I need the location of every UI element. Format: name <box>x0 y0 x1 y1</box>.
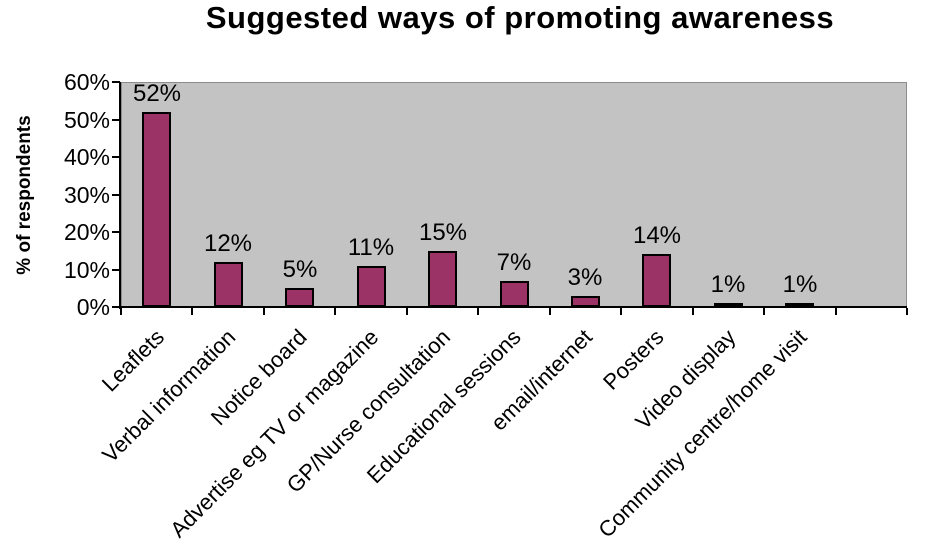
x-tick <box>406 308 408 315</box>
y-tick-label: 50% <box>63 106 110 133</box>
y-tick <box>112 306 120 308</box>
x-tick <box>334 308 336 315</box>
y-tick <box>112 156 120 158</box>
bar-value-label: 52% <box>132 80 182 107</box>
x-tick <box>477 308 479 315</box>
bar <box>285 288 314 307</box>
chart-title: Suggested ways of promoting awareness <box>205 0 835 35</box>
y-tick-label: 0% <box>76 294 110 320</box>
x-category-label: Leaflets <box>96 324 169 397</box>
bar <box>428 251 457 307</box>
bar <box>642 254 671 307</box>
x-tick <box>906 308 908 315</box>
bar <box>214 262 243 307</box>
bar <box>571 296 600 307</box>
bar-value-label: 1% <box>710 271 746 298</box>
bar-value-label: 1% <box>782 271 818 298</box>
y-tick-label: 20% <box>63 219 110 245</box>
bar <box>714 303 743 307</box>
bar-value-label: 5% <box>282 256 318 283</box>
bar-value-label: 15% <box>418 219 468 246</box>
x-category-label: Verbal information <box>96 324 240 468</box>
y-tick-label: 60% <box>63 69 110 95</box>
y-axis-line <box>119 82 121 309</box>
bar-value-label: 11% <box>347 234 395 261</box>
bar-value-label: 7% <box>496 249 532 276</box>
x-tick <box>692 308 694 315</box>
y-tick <box>112 118 120 121</box>
x-axis-line <box>119 306 907 308</box>
x-tick <box>620 308 622 315</box>
bar <box>500 281 529 307</box>
x-tick <box>263 308 265 315</box>
x-tick <box>835 308 837 315</box>
y-tick <box>112 268 120 271</box>
plot-area <box>121 82 907 307</box>
x-tick <box>763 308 765 315</box>
y-tick-label: 10% <box>63 256 110 283</box>
bar <box>357 266 386 307</box>
y-tick <box>112 231 120 233</box>
x-tick <box>191 308 193 315</box>
bar <box>142 112 171 307</box>
x-category-label: Posters <box>598 324 669 395</box>
bar-value-label: 3% <box>567 264 603 291</box>
x-tick <box>120 308 122 315</box>
x-tick <box>549 308 551 315</box>
y-tick-label: 40% <box>63 144 110 170</box>
bar-value-label: 14% <box>632 222 682 249</box>
y-tick <box>112 193 120 196</box>
bar-value-label: 12% <box>203 230 253 257</box>
y-tick <box>112 81 120 83</box>
y-tick-label: 30% <box>63 181 110 208</box>
bar <box>785 303 814 307</box>
